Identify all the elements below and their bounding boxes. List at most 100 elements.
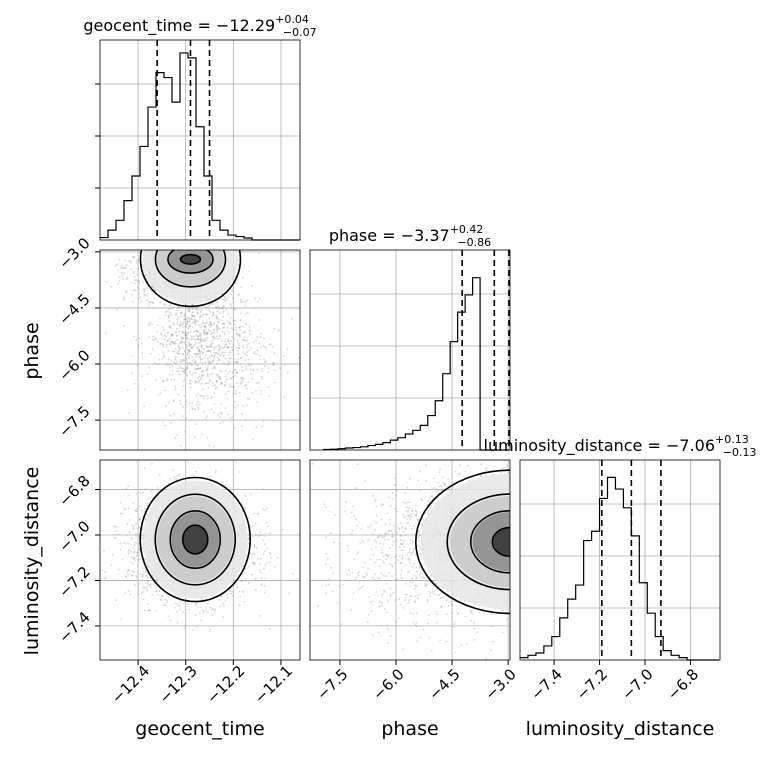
- sample-point: [196, 367, 199, 370]
- sample-point: [196, 367, 199, 370]
- sample-point: [140, 536, 143, 539]
- sample-point: [432, 585, 435, 587]
- sample-point: [218, 358, 221, 361]
- sample-point: [242, 338, 244, 341]
- sample-point: [244, 330, 247, 333]
- sample-point: [195, 368, 198, 371]
- histogram-panel-geocent_time: [95, 39, 301, 241]
- sample-point: [181, 353, 184, 356]
- sample-point: [178, 373, 181, 376]
- sample-point: [173, 342, 176, 345]
- sample-point: [175, 361, 178, 363]
- sample-point: [214, 384, 217, 387]
- sample-point: [119, 512, 122, 515]
- sample-point: [234, 357, 236, 360]
- sample-point: [217, 326, 220, 329]
- sample-point: [195, 352, 198, 355]
- sample-point: [197, 331, 199, 333]
- sample-point: [198, 333, 201, 336]
- sample-point: [117, 533, 120, 536]
- sample-point: [234, 308, 237, 310]
- sample-point: [147, 576, 149, 578]
- sample-point: [223, 331, 226, 334]
- sample-point: [200, 344, 203, 346]
- sample-point: [410, 551, 412, 554]
- sample-point: [209, 361, 212, 364]
- sample-point: [267, 371, 270, 373]
- sample-point: [165, 344, 168, 346]
- sample-point: [236, 339, 239, 342]
- sample-point: [172, 469, 174, 472]
- sample-point: [124, 508, 127, 511]
- sample-point: [434, 490, 437, 493]
- sample-point: [440, 485, 442, 488]
- sample-point: [201, 370, 203, 373]
- sample-point: [204, 337, 207, 340]
- sample-point: [226, 397, 229, 400]
- sample-point: [229, 370, 231, 373]
- sample-point: [244, 507, 247, 509]
- sample-point: [239, 363, 242, 366]
- sample-point: [155, 379, 158, 382]
- sample-point: [482, 607, 485, 610]
- sample-point: [133, 550, 136, 553]
- sample-point: [128, 494, 131, 497]
- sample-point: [184, 325, 187, 328]
- sample-point: [213, 346, 216, 349]
- sample-point: [228, 383, 231, 386]
- sample-point: [203, 322, 206, 324]
- sample-point: [132, 256, 134, 258]
- sample-point: [230, 304, 233, 307]
- sample-point: [110, 285, 113, 288]
- sample-point: [382, 560, 385, 562]
- contour-line: [167, 250, 214, 274]
- sample-point: [205, 332, 208, 335]
- sample-point: [235, 326, 237, 329]
- sample-point: [191, 360, 194, 362]
- sample-point: [248, 363, 250, 365]
- sample-point: [239, 319, 242, 322]
- sample-point: [246, 344, 249, 346]
- sample-point: [211, 354, 214, 357]
- sample-point: [251, 285, 253, 288]
- sample-point: [380, 518, 383, 521]
- sample-point: [146, 589, 149, 592]
- sample-point: [139, 518, 142, 521]
- sample-point: [176, 434, 178, 437]
- sample-point: [229, 385, 232, 388]
- sample-point: [222, 315, 225, 318]
- sample-point: [248, 270, 250, 273]
- sample-point: [238, 346, 241, 349]
- sample-point: [192, 345, 195, 348]
- sample-point: [383, 535, 386, 538]
- sample-point: [227, 337, 230, 340]
- sample-point: [172, 306, 175, 308]
- sample-point: [178, 324, 181, 327]
- sample-point: [245, 387, 248, 390]
- sample-point: [151, 347, 154, 350]
- sample-point: [159, 392, 162, 395]
- sample-point: [180, 342, 183, 344]
- sample-point: [186, 346, 189, 348]
- sample-point: [187, 363, 190, 365]
- sample-point: [183, 318, 186, 321]
- sample-point: [175, 313, 178, 316]
- sample-point: [238, 326, 241, 329]
- sample-point: [125, 543, 127, 545]
- sample-point: [256, 300, 259, 303]
- sample-point: [136, 551, 139, 554]
- sample-point: [124, 575, 127, 578]
- sample-point: [178, 342, 181, 345]
- sample-point: [265, 346, 267, 349]
- sample-point: [203, 410, 206, 413]
- sample-point: [255, 534, 257, 536]
- sample-point: [259, 531, 262, 534]
- sample-point: [188, 349, 191, 352]
- sample-point: [131, 355, 134, 357]
- sample-point: [209, 321, 212, 324]
- sample-point: [193, 368, 196, 371]
- scatter-panel-geocent_time-vs-phase: [99, 249, 301, 451]
- sample-point: [119, 548, 122, 551]
- sample-point: [232, 328, 235, 331]
- sample-point: [212, 336, 215, 338]
